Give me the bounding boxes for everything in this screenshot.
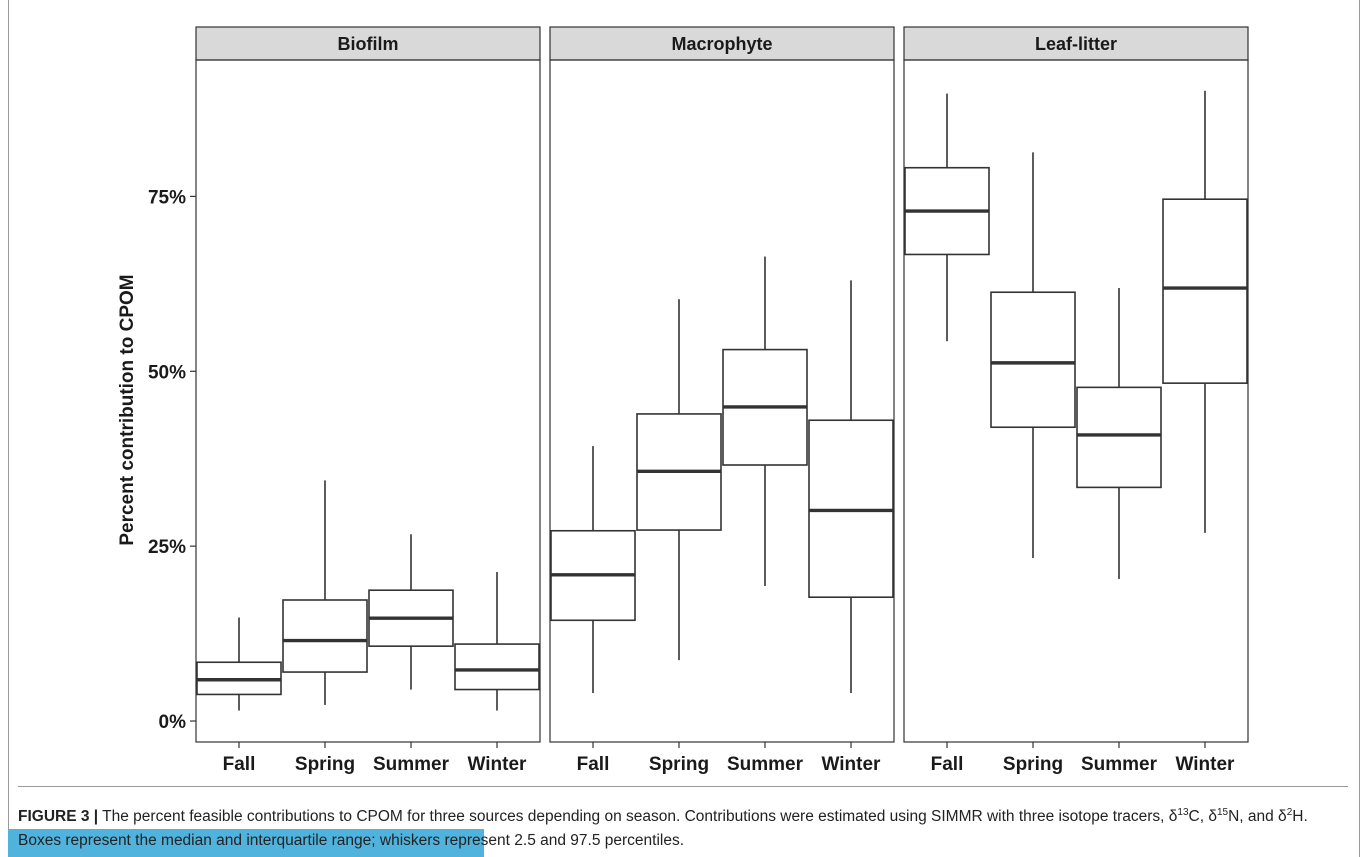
- facet-strip: [903, 26, 1249, 61]
- box-summer: [1076, 288, 1162, 580]
- box-spring: [282, 480, 368, 705]
- x-tick-label: Winter: [468, 754, 528, 775]
- x-tick-label: Summer: [1081, 754, 1158, 775]
- x-tick-label: Fall: [577, 754, 610, 775]
- caption-divider: [18, 786, 1348, 787]
- caption-text-part-3: N, and δ: [1228, 808, 1287, 825]
- facet-strip: [195, 26, 541, 61]
- interquartile-box: [990, 291, 1076, 429]
- facet-panel-biofilm: Biofilm Fall Spring Summer Winter: [195, 26, 541, 775]
- box-summer: [722, 256, 808, 587]
- figure-caption: FIGURE 3 | The percent feasible contribu…: [18, 805, 1338, 853]
- box-winter: [808, 280, 894, 694]
- x-tick-label: Fall: [223, 754, 256, 775]
- x-tick-label: Spring: [1003, 754, 1063, 775]
- panel-border: [195, 59, 541, 743]
- caption-text-part-2: C, δ: [1188, 808, 1217, 825]
- caption-sup-3: 2: [1286, 806, 1293, 818]
- y-tick-label: 50%: [148, 362, 186, 383]
- x-tick-label: Summer: [373, 754, 450, 775]
- box-spring: [990, 152, 1076, 559]
- caption-figure-label: FIGURE 3 |: [18, 808, 99, 825]
- x-tick-label: Summer: [727, 754, 804, 775]
- interquartile-box: [808, 419, 894, 599]
- box-winter: [454, 572, 540, 711]
- x-tick-label: Fall: [931, 754, 964, 775]
- facet-panel-macrophyte: Macrophyte Fall Spring Summer Winter: [549, 26, 895, 775]
- x-tick-label: Winter: [1176, 754, 1236, 775]
- facet-title: Biofilm: [338, 34, 399, 54]
- box-fall: [904, 93, 990, 342]
- box-winter: [1162, 90, 1248, 533]
- caption-sup-2: 15: [1216, 806, 1229, 818]
- faceted-boxplot-chart: Percent contribution to CPOM 0% 25% 50% 75%…: [117, 26, 1249, 775]
- interquartile-box: [282, 599, 368, 673]
- facet-panels: Biofilm Fall Spring Summer Winter Macrophyte F…: [195, 26, 1249, 775]
- x-tick-label: Spring: [649, 754, 709, 775]
- y-axis-title: Percent contribution to CPOM: [117, 274, 138, 545]
- x-tick-label: Winter: [822, 754, 882, 775]
- interquartile-box: [1076, 386, 1162, 489]
- panel-border: [549, 59, 895, 743]
- highlight-bar: [8, 829, 484, 857]
- facet-title: Leaf-litter: [1035, 34, 1117, 54]
- y-tick-label: 25%: [148, 537, 186, 558]
- interquartile-box: [454, 643, 540, 691]
- y-tick-label: 75%: [148, 187, 186, 208]
- box-spring: [636, 299, 722, 661]
- interquartile-box: [1162, 198, 1248, 384]
- box-fall: [550, 446, 636, 694]
- box-summer: [368, 534, 454, 690]
- caption-sup-1: 13: [1177, 806, 1189, 818]
- y-tick-label: 0%: [159, 712, 187, 733]
- box-fall: [196, 617, 282, 711]
- caption-text-part-1: The percent feasible contributions to CP…: [98, 808, 1178, 825]
- facet-panel-leaf-litter: Leaf-litter Fall Spring Summer Winter: [903, 26, 1249, 775]
- facet-title: Macrophyte: [671, 34, 772, 54]
- y-axis-ticks: 0% 25% 50% 75%: [148, 187, 196, 733]
- x-tick-label: Spring: [295, 754, 355, 775]
- panel-border: [903, 59, 1249, 743]
- caption-text-part-4: H. Boxes represent the median and interq…: [18, 808, 1308, 849]
